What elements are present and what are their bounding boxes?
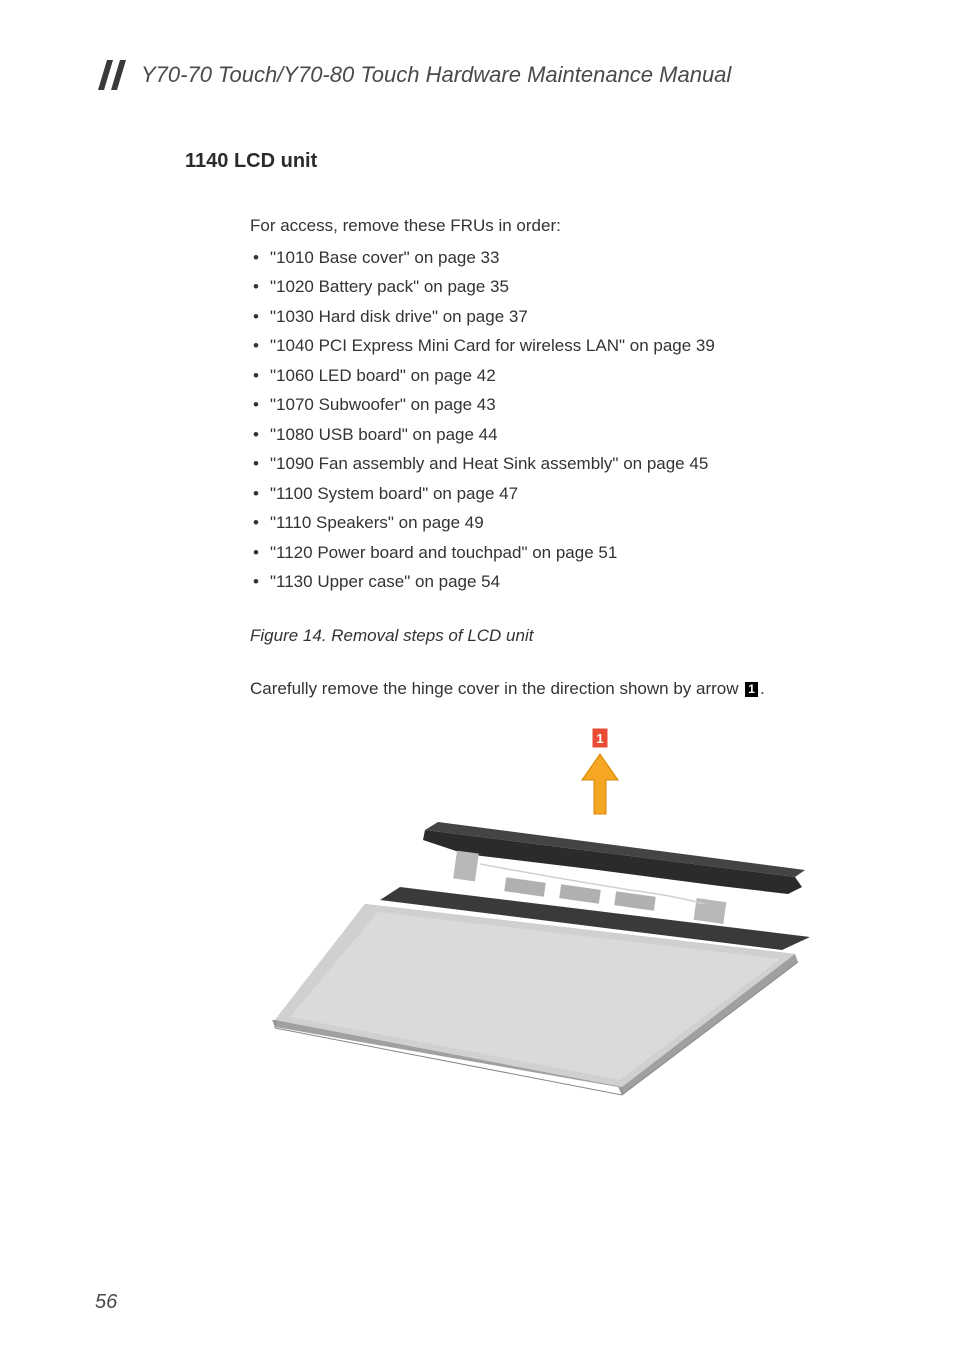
list-item: "1110 Speakers" on page 49 [250,510,859,536]
header-title: Y70-70 Touch/Y70-80 Touch Hardware Maint… [141,62,731,88]
arrow-icon [582,754,618,814]
list-item: "1090 Fan assembly and Heat Sink assembl… [250,451,859,477]
list-item: "1100 System board" on page 47 [250,481,859,507]
list-item: "1010 Base cover" on page 33 [250,245,859,271]
list-item: "1030 Hard disk drive" on page 37 [250,304,859,330]
hinge-cover [423,822,805,894]
page-number: 56 [95,1291,117,1314]
figure-caption: Figure 14. Removal steps of LCD unit [250,623,859,649]
fru-list: "1010 Base cover" on page 33 "1020 Batte… [250,245,859,595]
list-item: "1020 Battery pack" on page 35 [250,274,859,300]
callout-inline: 1 [745,682,758,697]
list-item: "1130 Upper case" on page 54 [250,569,859,595]
list-item: "1070 Subwoofer" on page 43 [250,392,859,418]
figure-diagram: 1 [250,722,850,1102]
body-content: For access, remove these FRUs in order: … [250,213,859,702]
list-item: "1120 Power board and touchpad" on page … [250,540,859,566]
callout-number: 1 [596,731,603,746]
intro-text: For access, remove these FRUs in order: [250,213,859,239]
lcd-removal-diagram: 1 [250,722,850,1102]
list-item: "1060 LED board" on page 42 [250,363,859,389]
instruction-post: . [760,679,765,698]
list-item: "1080 USB board" on page 44 [250,422,859,448]
logo-icon [95,60,129,90]
section-title: 1140 LCD unit [185,150,859,173]
instruction-pre: Carefully remove the hinge cover in the … [250,679,743,698]
list-item: "1040 PCI Express Mini Card for wireless… [250,333,859,359]
page-header: Y70-70 Touch/Y70-80 Touch Hardware Maint… [95,60,859,90]
instruction-text: Carefully remove the hinge cover in the … [250,676,859,702]
page-container: Y70-70 Touch/Y70-80 Touch Hardware Maint… [0,0,954,1354]
